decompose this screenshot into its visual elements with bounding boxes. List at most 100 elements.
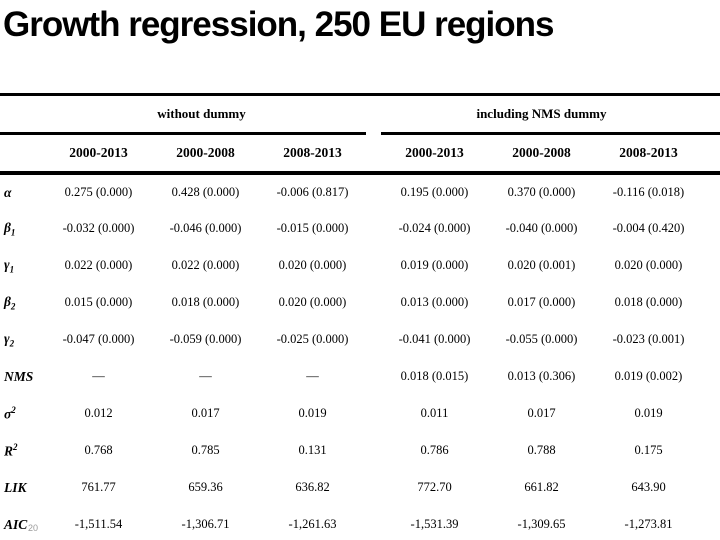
cell-value: 0.020 (0.000) <box>278 258 347 272</box>
row-edge <box>702 395 720 432</box>
cell-value: -1,511.54 <box>74 517 123 531</box>
cell-value: -1,273.81 <box>624 517 673 531</box>
period-header: 2000-2013 <box>45 133 152 175</box>
cell-value: 0.131 <box>298 443 327 457</box>
column-gap <box>366 210 381 247</box>
cell-value: -0.015 (0.000) <box>276 221 349 235</box>
row-label: R2 <box>4 441 18 459</box>
cell-value: 0.019 <box>298 406 327 420</box>
cell-value: 0.019 (0.002) <box>614 369 683 383</box>
period-edge <box>702 133 720 175</box>
cell-value: -0.116 (0.018) <box>612 185 685 199</box>
column-gap <box>366 469 381 506</box>
cell-value: 0.785 <box>191 443 220 457</box>
column-gap <box>366 284 381 321</box>
cell-value: 0.012 <box>84 406 113 420</box>
cell-value: — <box>199 369 212 383</box>
cell-value: 0.019 <box>634 406 663 420</box>
cell-value: 0.011 <box>420 406 449 420</box>
column-gap <box>366 321 381 358</box>
cell-value: -0.059 (0.000) <box>169 332 242 346</box>
regression-table: without dummy including NMS dummy 2000-2… <box>0 93 720 540</box>
cell-value: -0.047 (0.000) <box>62 332 135 346</box>
row-label: LIK <box>4 479 27 495</box>
cell-value: 0.018 (0.000) <box>171 295 240 309</box>
group-underline-edge <box>702 93 720 135</box>
cell-value: -0.024 (0.000) <box>398 221 471 235</box>
table-row: σ2 0.012 0.017 0.019 0.011 0.017 0.019 <box>0 395 720 432</box>
row-edge <box>702 469 720 506</box>
cell-value: 0.013 (0.000) <box>400 295 469 309</box>
row-label: α <box>4 184 12 200</box>
cell-value: — <box>306 369 319 383</box>
table-body: α 0.275 (0.000) 0.428 (0.000) -0.006 (0.817… <box>0 173 720 540</box>
cell-value: 0.768 <box>84 443 113 457</box>
column-gap <box>366 432 381 469</box>
cell-value: 0.195 (0.000) <box>400 185 469 199</box>
row-label: β2 <box>4 293 16 312</box>
row-label: NMS <box>4 368 34 384</box>
group-header-without-dummy: without dummy <box>0 93 366 135</box>
cell-value: -1,306.71 <box>181 517 230 531</box>
row-edge <box>702 247 720 284</box>
cell-value: 0.015 (0.000) <box>64 295 133 309</box>
row-edge <box>702 321 720 358</box>
period-header: 2000-2013 <box>381 133 488 175</box>
row-label: σ2 <box>4 404 16 422</box>
row-edge <box>702 173 720 210</box>
cell-value: 643.90 <box>631 480 666 494</box>
cell-value: 0.020 (0.001) <box>507 258 576 272</box>
row-label: γ1 <box>4 256 15 275</box>
row-label: AIC <box>4 516 28 532</box>
period-header: 2000-2008 <box>488 133 595 175</box>
row-edge <box>702 506 720 540</box>
cell-value: 0.017 <box>527 406 556 420</box>
cell-value: 0.022 (0.000) <box>64 258 133 272</box>
cell-value: 0.018 (0.015) <box>400 369 469 383</box>
period-header: 2000-2008 <box>152 133 259 175</box>
cell-value: -0.004 (0.420) <box>612 221 685 235</box>
slide-title: Growth regression, 250 EU regions <box>3 5 554 44</box>
row-edge <box>702 432 720 469</box>
cell-value: 0.786 <box>420 443 449 457</box>
period-header-row: 2000-2013 2000-2008 2008-2013 2000-2013 … <box>0 133 720 175</box>
table-row: AIC -1,511.54 -1,306.71 -1,261.63 -1,531.39 -… <box>0 506 720 540</box>
table-header: without dummy including NMS dummy 2000-2… <box>0 93 720 175</box>
row-edge <box>702 284 720 321</box>
group-header-row: without dummy including NMS dummy <box>0 93 720 135</box>
row-edge <box>702 210 720 247</box>
row-label: β1 <box>4 219 16 238</box>
column-gap <box>366 395 381 432</box>
cell-value: -0.040 (0.000) <box>505 221 578 235</box>
table-row: R2 0.768 0.785 0.131 0.786 0.788 0.175 <box>0 432 720 469</box>
table-row: LIK 761.77 659.36 636.82 772.70 661.82 643.90 <box>0 469 720 506</box>
cell-value: 761.77 <box>81 480 116 494</box>
cell-value: 0.022 (0.000) <box>171 258 240 272</box>
cell-value: 0.020 (0.000) <box>278 295 347 309</box>
cell-value: — <box>92 369 105 383</box>
cell-value: 0.013 (0.306) <box>507 369 576 383</box>
cell-value: -0.025 (0.000) <box>276 332 349 346</box>
cell-value: 661.82 <box>524 480 559 494</box>
period-header: 2008-2013 <box>259 133 366 175</box>
table-row: γ1 0.022 (0.000) 0.022 (0.000) 0.020 (0.000… <box>0 247 720 284</box>
cell-value: 659.36 <box>188 480 223 494</box>
cell-value: 0.428 (0.000) <box>171 185 240 199</box>
cell-value: 772.70 <box>417 480 452 494</box>
cell-value: 0.017 <box>191 406 220 420</box>
column-gap <box>366 173 381 210</box>
cell-value: -1,309.65 <box>517 517 566 531</box>
group-header-including-nms-dummy: including NMS dummy <box>381 93 702 135</box>
cell-value: -0.006 (0.817) <box>276 185 349 199</box>
cell-value: -0.032 (0.000) <box>62 221 135 235</box>
table-row: β1 -0.032 (0.000) -0.046 (0.000) -0.015 (0.… <box>0 210 720 247</box>
cell-value: 0.275 (0.000) <box>64 185 133 199</box>
table-row: γ2 -0.047 (0.000) -0.059 (0.000) -0.025 (0.… <box>0 321 720 358</box>
cell-value: 636.82 <box>295 480 330 494</box>
cell-value: -0.046 (0.000) <box>169 221 242 235</box>
cell-value: -0.055 (0.000) <box>505 332 578 346</box>
cell-value: 0.018 (0.000) <box>614 295 683 309</box>
cell-value: 0.017 (0.000) <box>507 295 576 309</box>
cell-value: 0.020 (0.000) <box>614 258 683 272</box>
cell-value: 0.175 <box>634 443 663 457</box>
